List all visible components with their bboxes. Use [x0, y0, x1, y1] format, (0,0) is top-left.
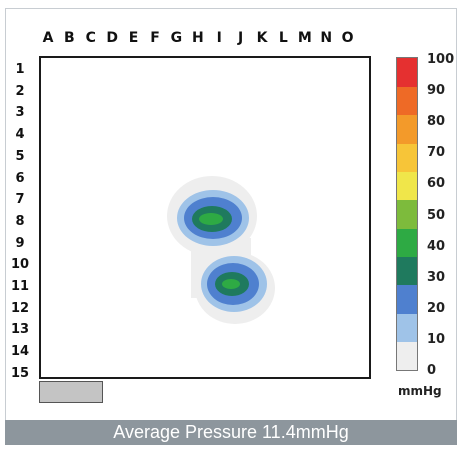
row-label-7: 7 [15, 192, 25, 208]
color-scale-segment-1 [397, 313, 417, 343]
column-label-a: A [42, 30, 54, 46]
column-label-h: H [191, 30, 204, 46]
color-scale-segment-6 [397, 171, 417, 201]
column-label-k: K [256, 30, 268, 46]
color-scale-segment-3 [397, 256, 417, 286]
color-scale-tick-60: 60 [427, 176, 446, 192]
color-scale-tick-80: 80 [427, 114, 446, 130]
grid-tab [39, 381, 103, 403]
row-label-8: 8 [15, 213, 25, 229]
row-label-15: 15 [10, 365, 30, 381]
color-scale-tick-100: 100 [427, 52, 455, 67]
color-scale-tick-70: 70 [427, 145, 446, 161]
row-label-1: 1 [15, 62, 25, 77]
color-scale-segment-4 [397, 228, 417, 258]
row-label-12: 12 [10, 300, 30, 316]
unit-label: mmHg [398, 384, 442, 398]
color-scale-segment-10 [397, 58, 417, 87]
column-label-o: O [341, 30, 354, 46]
color-scale-tick-90: 90 [427, 83, 446, 99]
color-scale-tick-30: 30 [427, 269, 446, 285]
color-scale-segment-8 [397, 114, 417, 144]
column-label-l: L [278, 30, 288, 46]
row-label-9: 9 [15, 235, 25, 251]
average-pressure-caption: Average Pressure 11.4mmHg [5, 420, 457, 445]
column-label-c: C [85, 30, 96, 46]
color-scale-tick-0: 0 [427, 363, 437, 378]
pressure-heatmap-svg [167, 176, 275, 324]
column-label-m: M [297, 30, 312, 46]
column-label-f: F [150, 30, 160, 46]
color-scale-segment-9 [397, 86, 417, 116]
row-label-10: 10 [10, 257, 30, 273]
column-label-g: G [170, 30, 183, 46]
column-label-b: B [64, 30, 75, 46]
color-scale-tick-20: 20 [427, 300, 446, 316]
row-label-6: 6 [15, 170, 25, 186]
row-label-4: 4 [15, 127, 25, 143]
column-label-d: D [106, 30, 118, 46]
color-scale-tick-50: 50 [427, 207, 446, 223]
row-label-11: 11 [10, 279, 30, 294]
row-label-14: 14 [10, 344, 30, 360]
color-scale-tick-10: 10 [427, 331, 446, 347]
color-scale-bar [396, 57, 418, 371]
color-scale-segment-2 [397, 284, 417, 314]
row-label-3: 3 [15, 105, 25, 121]
column-label-i: I [216, 30, 222, 46]
upper-blob-peak [199, 213, 223, 225]
color-scale-segment-0 [397, 341, 417, 371]
row-label-13: 13 [10, 322, 30, 338]
pressure-map [39, 56, 371, 379]
color-scale-tick-40: 40 [427, 238, 446, 254]
column-label-j: J [237, 30, 244, 46]
column-label-n: N [320, 30, 333, 46]
row-label-5: 5 [15, 148, 25, 164]
color-scale-segment-7 [397, 143, 417, 172]
lower-blob-peak [222, 279, 240, 289]
color-scale-segment-5 [397, 199, 417, 229]
row-label-2: 2 [15, 83, 25, 99]
column-label-e: E [128, 30, 139, 46]
